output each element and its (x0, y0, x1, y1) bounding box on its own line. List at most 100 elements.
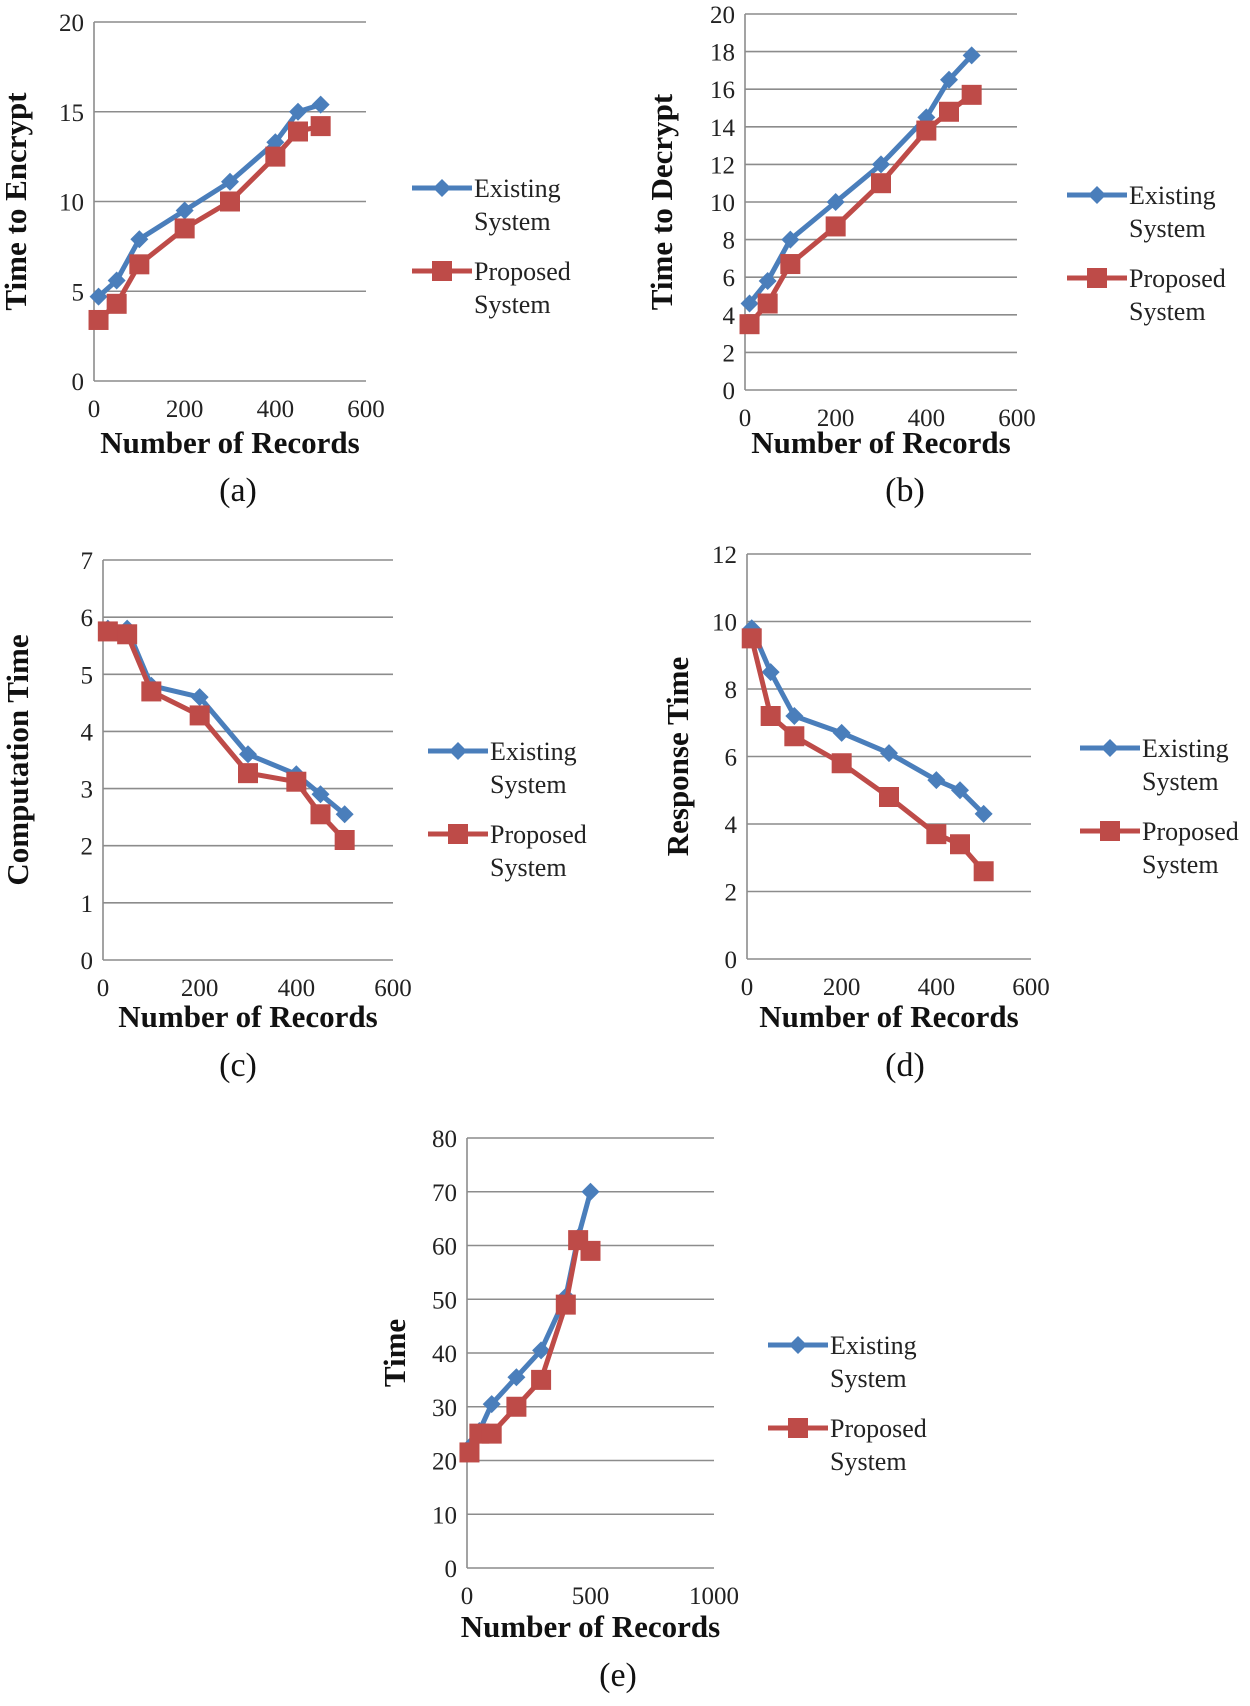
x-tick-label: 400 (908, 405, 946, 432)
proposed-system-point (950, 834, 970, 855)
existing-system-point (507, 1368, 526, 1387)
y-tick-label: 20 (432, 1449, 457, 1476)
y-axis-label: Time to Encrypt (0, 92, 33, 311)
proposed-system-point (189, 705, 210, 726)
y-tick-label: 4 (81, 719, 94, 746)
existing-system-line (107, 626, 347, 817)
x-tick-label: 600 (347, 396, 385, 423)
x-tick-label: 600 (374, 975, 412, 1002)
proposed-system-point (916, 120, 937, 141)
existing-system-point (311, 95, 330, 114)
existing-system-point (740, 294, 759, 313)
proposed-system-point (141, 681, 162, 702)
x-tick-label: 0 (741, 974, 754, 1001)
proposed-system-point (459, 1442, 480, 1463)
proposed-system-point (580, 1240, 601, 1261)
x-tick-label: 500 (572, 1583, 610, 1610)
legend-proposed-label: Proposed (490, 820, 587, 849)
legend-proposed-label-line2: System (1142, 850, 1219, 879)
legend-proposed-label: Proposed (1129, 264, 1226, 293)
existing-system-point (758, 271, 777, 290)
y-tick-label: 0 (445, 1556, 458, 1583)
legend-existing-label: Existing (1142, 734, 1229, 763)
legend-diamond-marker (1088, 186, 1106, 204)
legend-proposed-label-line2: System (1129, 297, 1206, 326)
existing-system-point (221, 172, 239, 191)
existing-system-point (289, 102, 307, 121)
y-tick-label: 20 (710, 2, 735, 29)
proposed-system-point (286, 771, 307, 792)
legend-square-marker (1087, 268, 1107, 288)
proposed-system-point (760, 706, 781, 726)
legend-square-marker (1100, 821, 1120, 841)
proposed-system-point (926, 824, 947, 845)
legend-existing-label: Existing (474, 174, 561, 203)
y-tick-label: 15 (59, 100, 84, 127)
proposed-system-line (467, 1237, 593, 1454)
proposed-system-point (939, 101, 959, 122)
y-tick-label: 18 (710, 40, 735, 67)
existing-system-point (532, 1341, 551, 1360)
existing-system-line (749, 627, 986, 816)
figure-caption: (b) (885, 472, 925, 509)
y-tick-label: 2 (723, 340, 736, 367)
y-tick-label: 40 (432, 1341, 457, 1368)
existing-system-point (190, 688, 209, 707)
proposed-system-point (739, 314, 760, 335)
x-tick-label: 600 (998, 405, 1036, 432)
legend-existing-label: Existing (1129, 181, 1216, 210)
existing-system-point (781, 230, 800, 249)
proposed-system-point (531, 1369, 552, 1390)
y-tick-label: 10 (432, 1502, 457, 1529)
y-tick-label: 6 (725, 745, 738, 772)
existing-system-point (239, 745, 257, 764)
y-tick-label: 0 (723, 378, 736, 405)
y-tick-label: 20 (59, 10, 84, 37)
figure-caption: (a) (219, 472, 257, 509)
proposed-system-point (288, 121, 308, 142)
existing-system-point (962, 46, 981, 65)
legend-proposed-label: Proposed (474, 257, 571, 286)
proposed-system-point (117, 624, 138, 645)
y-tick-label: 30 (432, 1395, 457, 1422)
y-tick-label: 12 (710, 152, 735, 179)
legend-existing-label: Existing (830, 1331, 917, 1360)
legend-proposed-label-line2: System (490, 853, 567, 882)
proposed-system-point (88, 309, 109, 330)
legend-square-marker (788, 1418, 808, 1438)
existing-system-point (927, 771, 946, 790)
x-tick-label: 400 (257, 396, 295, 423)
proposed-system-point (506, 1396, 527, 1417)
x-axis-label: Number of Records (100, 425, 359, 460)
y-tick-label: 5 (81, 662, 94, 689)
existing-system-point (89, 287, 108, 306)
y-tick-label: 5 (72, 279, 85, 306)
x-axis-label: Number of Records (461, 1609, 720, 1644)
y-tick-label: 2 (725, 880, 738, 907)
figure-caption: (c) (219, 1047, 257, 1084)
y-tick-label: 10 (710, 190, 735, 217)
existing-system-point (175, 201, 194, 220)
proposed-system-point (310, 116, 331, 137)
y-tick-label: 16 (710, 77, 735, 104)
x-tick-label: 0 (88, 396, 101, 423)
legend-existing-label: Existing (490, 737, 577, 766)
proposed-system-point (310, 804, 331, 825)
legend-diamond-marker (449, 742, 467, 760)
legend-existing-label-line2: System (1129, 214, 1206, 243)
y-tick-label: 0 (725, 947, 738, 974)
x-tick-label: 200 (181, 975, 219, 1002)
y-axis-label: Time (377, 1319, 412, 1387)
y-tick-label: 4 (723, 303, 736, 330)
legend-diamond-marker (433, 179, 451, 197)
figure-caption: (e) (599, 1657, 637, 1694)
legend-existing-label-line2: System (1142, 767, 1219, 796)
y-tick-label: 0 (72, 369, 85, 396)
legend-square-marker (448, 824, 468, 844)
legend-existing-label-line2: System (830, 1364, 907, 1393)
proposed-system-point (961, 84, 982, 105)
proposed-system-point (825, 216, 846, 237)
proposed-system-point (973, 861, 994, 882)
